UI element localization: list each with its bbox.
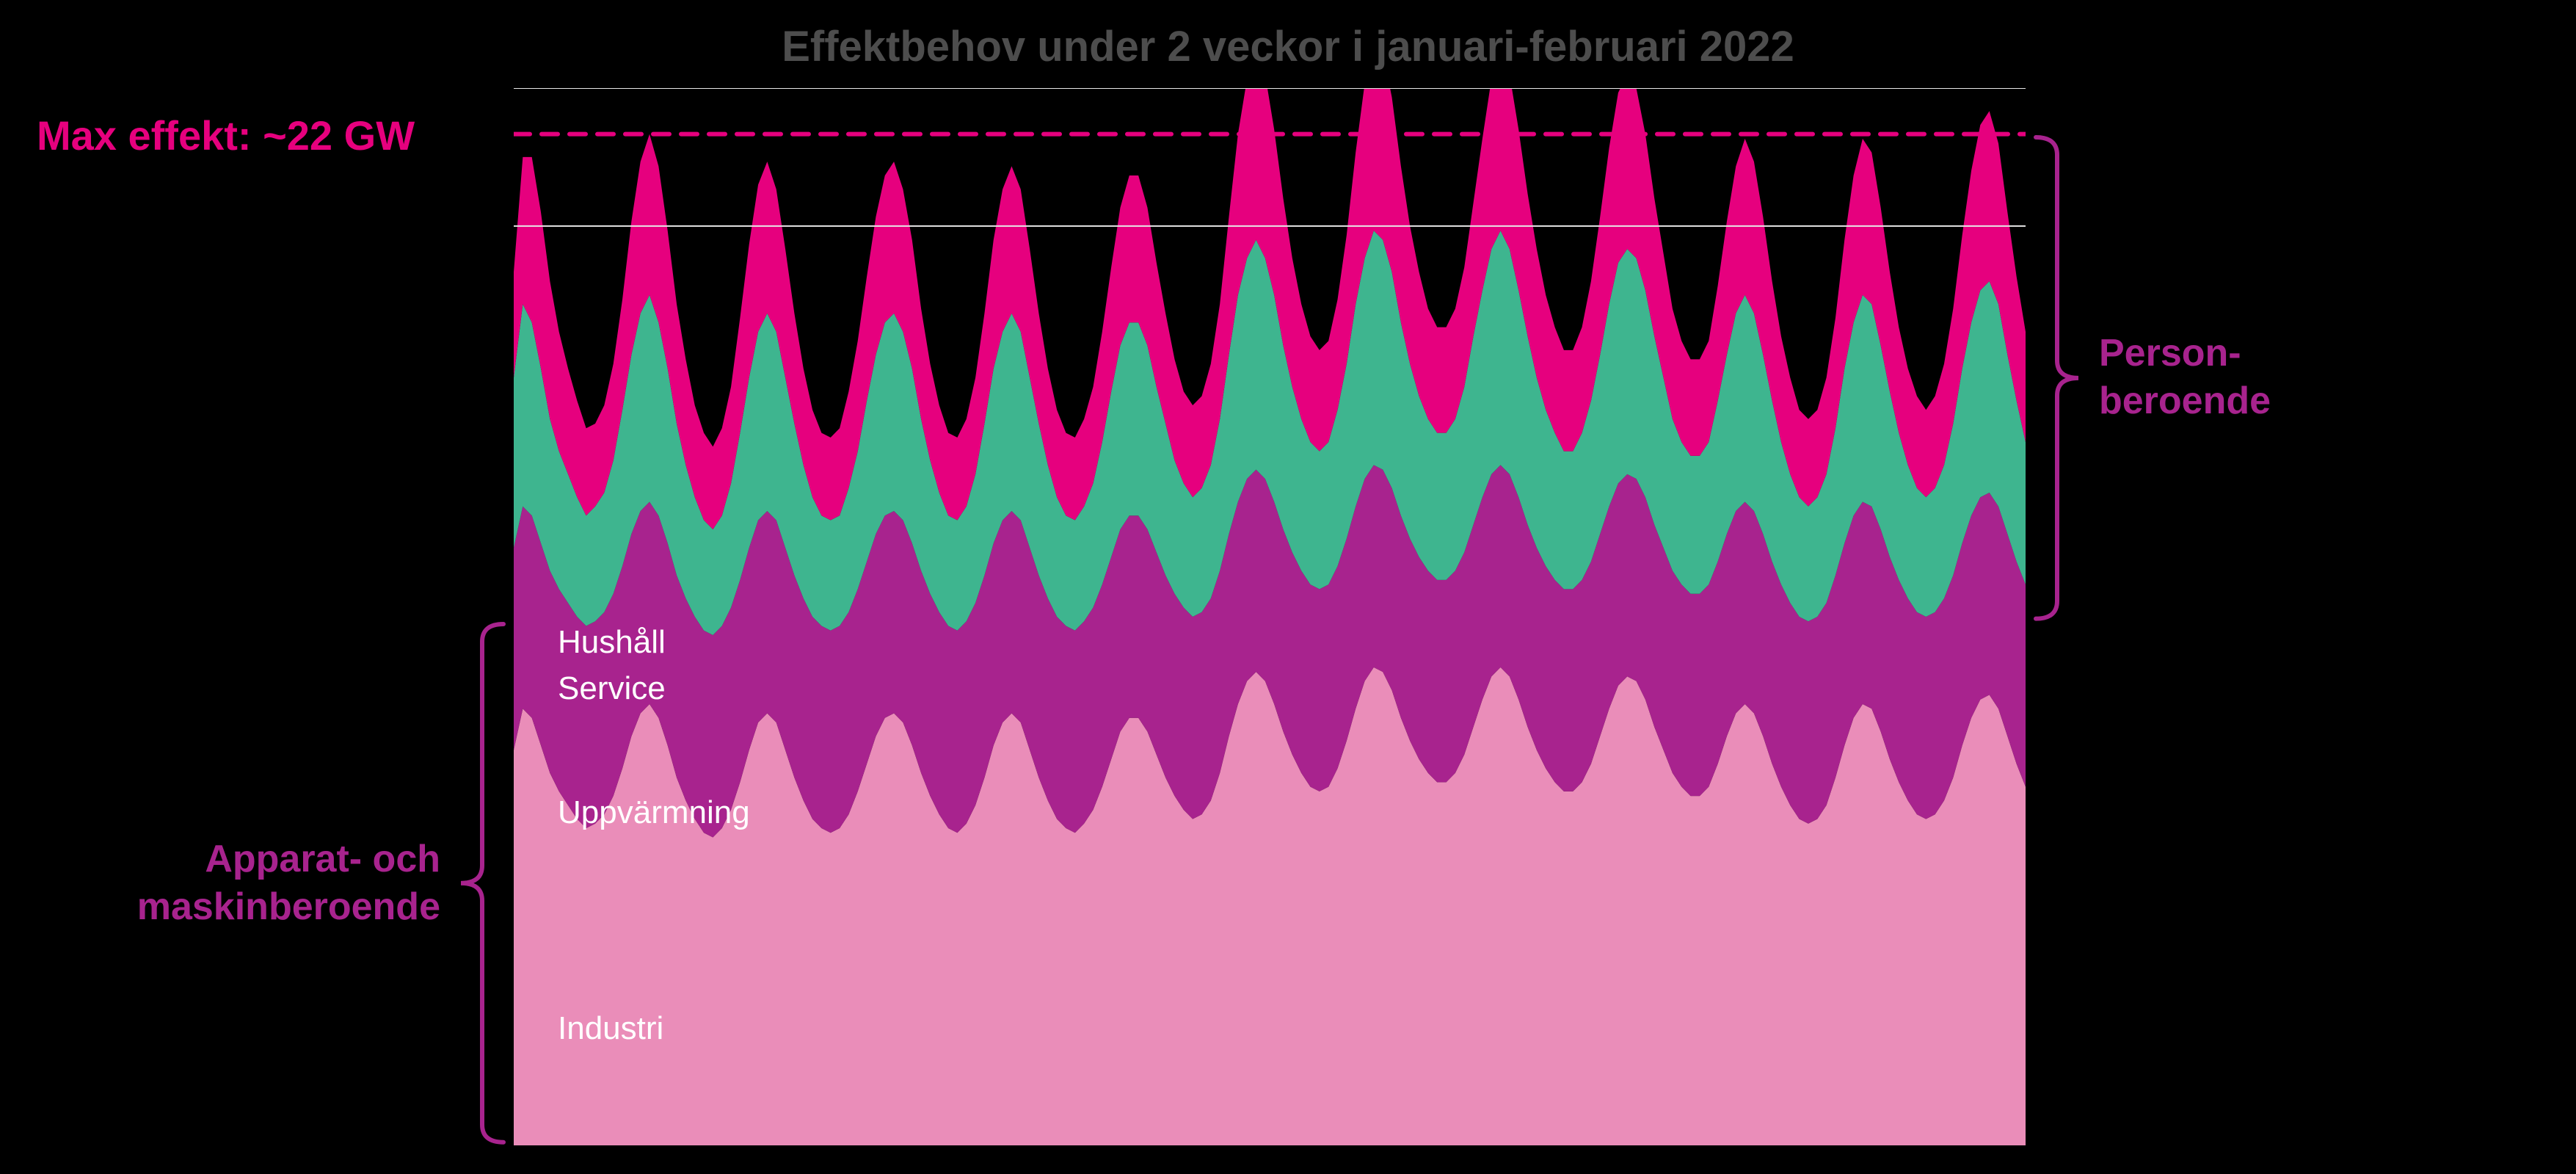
right-annotation-line2: beroende bbox=[2099, 380, 2271, 422]
layer-label-Industri: Industri bbox=[558, 1010, 663, 1047]
layer-label-Hushåll: Hushåll bbox=[558, 624, 666, 661]
left-annotation: Apparat- och maskinberoende bbox=[59, 836, 440, 931]
left-curly-bracket-icon bbox=[455, 621, 506, 1145]
right-annotation-line1: Person- bbox=[2099, 332, 2241, 374]
right-curly-bracket-icon bbox=[2033, 134, 2084, 622]
chart-title: Effektbehov under 2 veckor i januari-feb… bbox=[782, 22, 1794, 71]
layer-label-Uppvärmning: Uppvärmning bbox=[558, 794, 750, 831]
layer-label-Service: Service bbox=[558, 670, 666, 707]
right-annotation: Person- beroende bbox=[2099, 330, 2271, 425]
left-annotation-line2: maskinberoende bbox=[137, 885, 440, 928]
max-effect-label: Max effekt: ~22 GW bbox=[37, 112, 415, 159]
stacked-area-chart bbox=[514, 88, 2026, 1145]
left-annotation-line1: Apparat- och bbox=[205, 838, 440, 880]
